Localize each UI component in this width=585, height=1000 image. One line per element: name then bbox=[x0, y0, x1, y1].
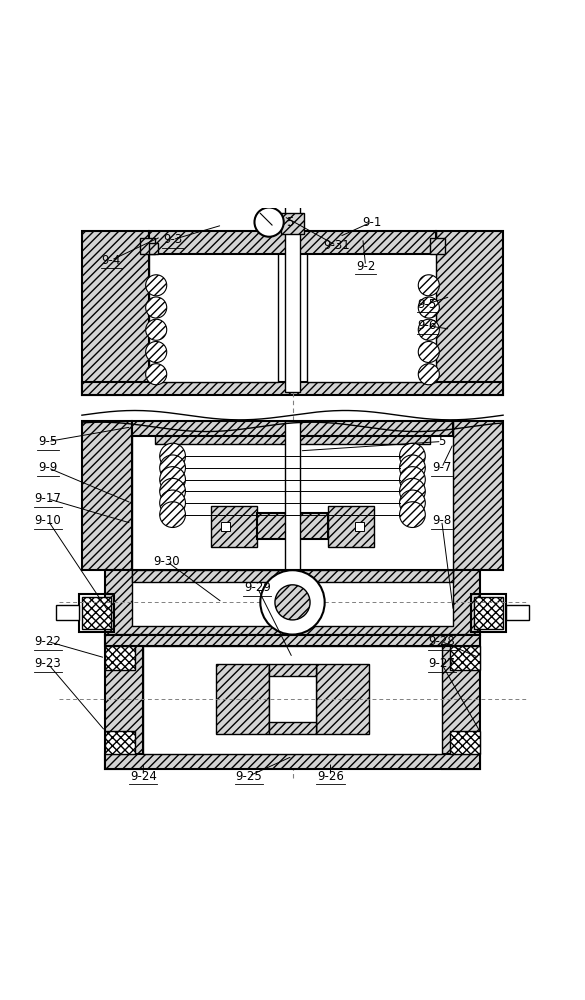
Text: 9-25: 9-25 bbox=[235, 770, 262, 783]
Circle shape bbox=[400, 502, 425, 527]
Text: 9-10: 9-10 bbox=[35, 514, 61, 527]
Bar bbox=[105, 731, 135, 754]
Bar bbox=[105, 570, 480, 635]
Bar bbox=[105, 646, 135, 670]
Bar bbox=[307, 231, 436, 382]
Bar bbox=[132, 421, 453, 570]
Bar bbox=[82, 231, 149, 395]
Bar bbox=[82, 421, 132, 570]
Text: 9-4: 9-4 bbox=[101, 254, 121, 267]
Text: 9-8: 9-8 bbox=[432, 514, 451, 527]
Bar bbox=[149, 231, 436, 254]
Circle shape bbox=[146, 319, 167, 340]
Text: 9-2: 9-2 bbox=[356, 259, 376, 272]
Bar bbox=[474, 597, 503, 629]
Circle shape bbox=[418, 297, 439, 318]
Bar bbox=[132, 421, 453, 436]
Text: 9-31: 9-31 bbox=[323, 239, 350, 252]
Circle shape bbox=[146, 297, 167, 318]
Bar bbox=[257, 513, 328, 539]
Text: 9-23: 9-23 bbox=[35, 657, 61, 670]
Circle shape bbox=[400, 455, 425, 481]
Circle shape bbox=[160, 490, 185, 516]
Bar bbox=[82, 597, 111, 629]
Text: 9-22: 9-22 bbox=[35, 635, 61, 648]
Bar bbox=[105, 635, 143, 769]
Circle shape bbox=[160, 443, 185, 469]
Bar bbox=[442, 635, 480, 769]
Text: 9-26: 9-26 bbox=[317, 770, 344, 783]
Bar bbox=[285, 421, 300, 570]
Text: 5: 5 bbox=[286, 216, 293, 229]
Bar bbox=[316, 664, 369, 734]
Bar bbox=[269, 667, 316, 731]
Circle shape bbox=[160, 478, 185, 504]
Bar bbox=[450, 731, 480, 754]
Circle shape bbox=[146, 275, 167, 296]
Text: 9-29: 9-29 bbox=[244, 581, 271, 594]
Bar bbox=[211, 506, 257, 547]
Bar bbox=[269, 664, 316, 676]
Text: 9-1: 9-1 bbox=[362, 216, 381, 229]
Circle shape bbox=[146, 364, 167, 385]
Circle shape bbox=[418, 341, 439, 363]
Circle shape bbox=[418, 364, 439, 385]
Circle shape bbox=[400, 490, 425, 516]
Text: 9-27: 9-27 bbox=[428, 657, 455, 670]
Bar bbox=[355, 522, 364, 531]
Bar bbox=[79, 594, 114, 632]
Bar bbox=[430, 238, 445, 254]
Bar bbox=[216, 664, 269, 734]
Circle shape bbox=[160, 467, 185, 492]
Bar bbox=[281, 213, 304, 234]
Bar bbox=[328, 506, 374, 547]
Text: 9-3: 9-3 bbox=[163, 233, 182, 246]
Bar bbox=[149, 243, 158, 254]
Bar bbox=[143, 646, 442, 754]
Bar bbox=[105, 635, 480, 646]
Bar bbox=[471, 594, 506, 632]
Bar bbox=[155, 430, 430, 444]
Bar bbox=[450, 646, 480, 670]
Text: 9-9: 9-9 bbox=[38, 461, 58, 474]
Circle shape bbox=[400, 467, 425, 492]
Bar bbox=[506, 605, 529, 620]
Circle shape bbox=[418, 319, 439, 340]
Circle shape bbox=[260, 570, 325, 635]
Circle shape bbox=[400, 443, 425, 469]
Circle shape bbox=[254, 208, 284, 237]
Circle shape bbox=[146, 341, 167, 363]
Text: 9-24: 9-24 bbox=[130, 770, 157, 783]
Circle shape bbox=[160, 502, 185, 527]
Text: 9-5: 9-5 bbox=[39, 435, 57, 448]
Circle shape bbox=[160, 455, 185, 481]
Bar bbox=[285, 205, 300, 392]
Text: 9-7: 9-7 bbox=[432, 461, 452, 474]
Circle shape bbox=[400, 478, 425, 504]
Text: 5: 5 bbox=[438, 435, 445, 448]
Text: 9-17: 9-17 bbox=[35, 492, 61, 505]
Bar bbox=[221, 522, 230, 531]
Text: 9-28: 9-28 bbox=[428, 635, 455, 648]
Bar bbox=[453, 421, 503, 570]
Bar bbox=[436, 231, 503, 395]
Bar bbox=[132, 570, 453, 582]
Circle shape bbox=[418, 275, 439, 296]
Bar bbox=[149, 231, 278, 382]
Bar bbox=[132, 570, 453, 626]
Circle shape bbox=[275, 585, 310, 620]
Text: 9-6: 9-6 bbox=[417, 319, 437, 332]
Bar bbox=[56, 605, 79, 620]
Text: 9-30: 9-30 bbox=[153, 555, 180, 568]
Bar bbox=[140, 238, 155, 254]
Text: 9-5: 9-5 bbox=[418, 298, 436, 311]
Bar bbox=[105, 754, 480, 769]
Bar bbox=[269, 722, 316, 734]
Bar bbox=[82, 382, 503, 395]
